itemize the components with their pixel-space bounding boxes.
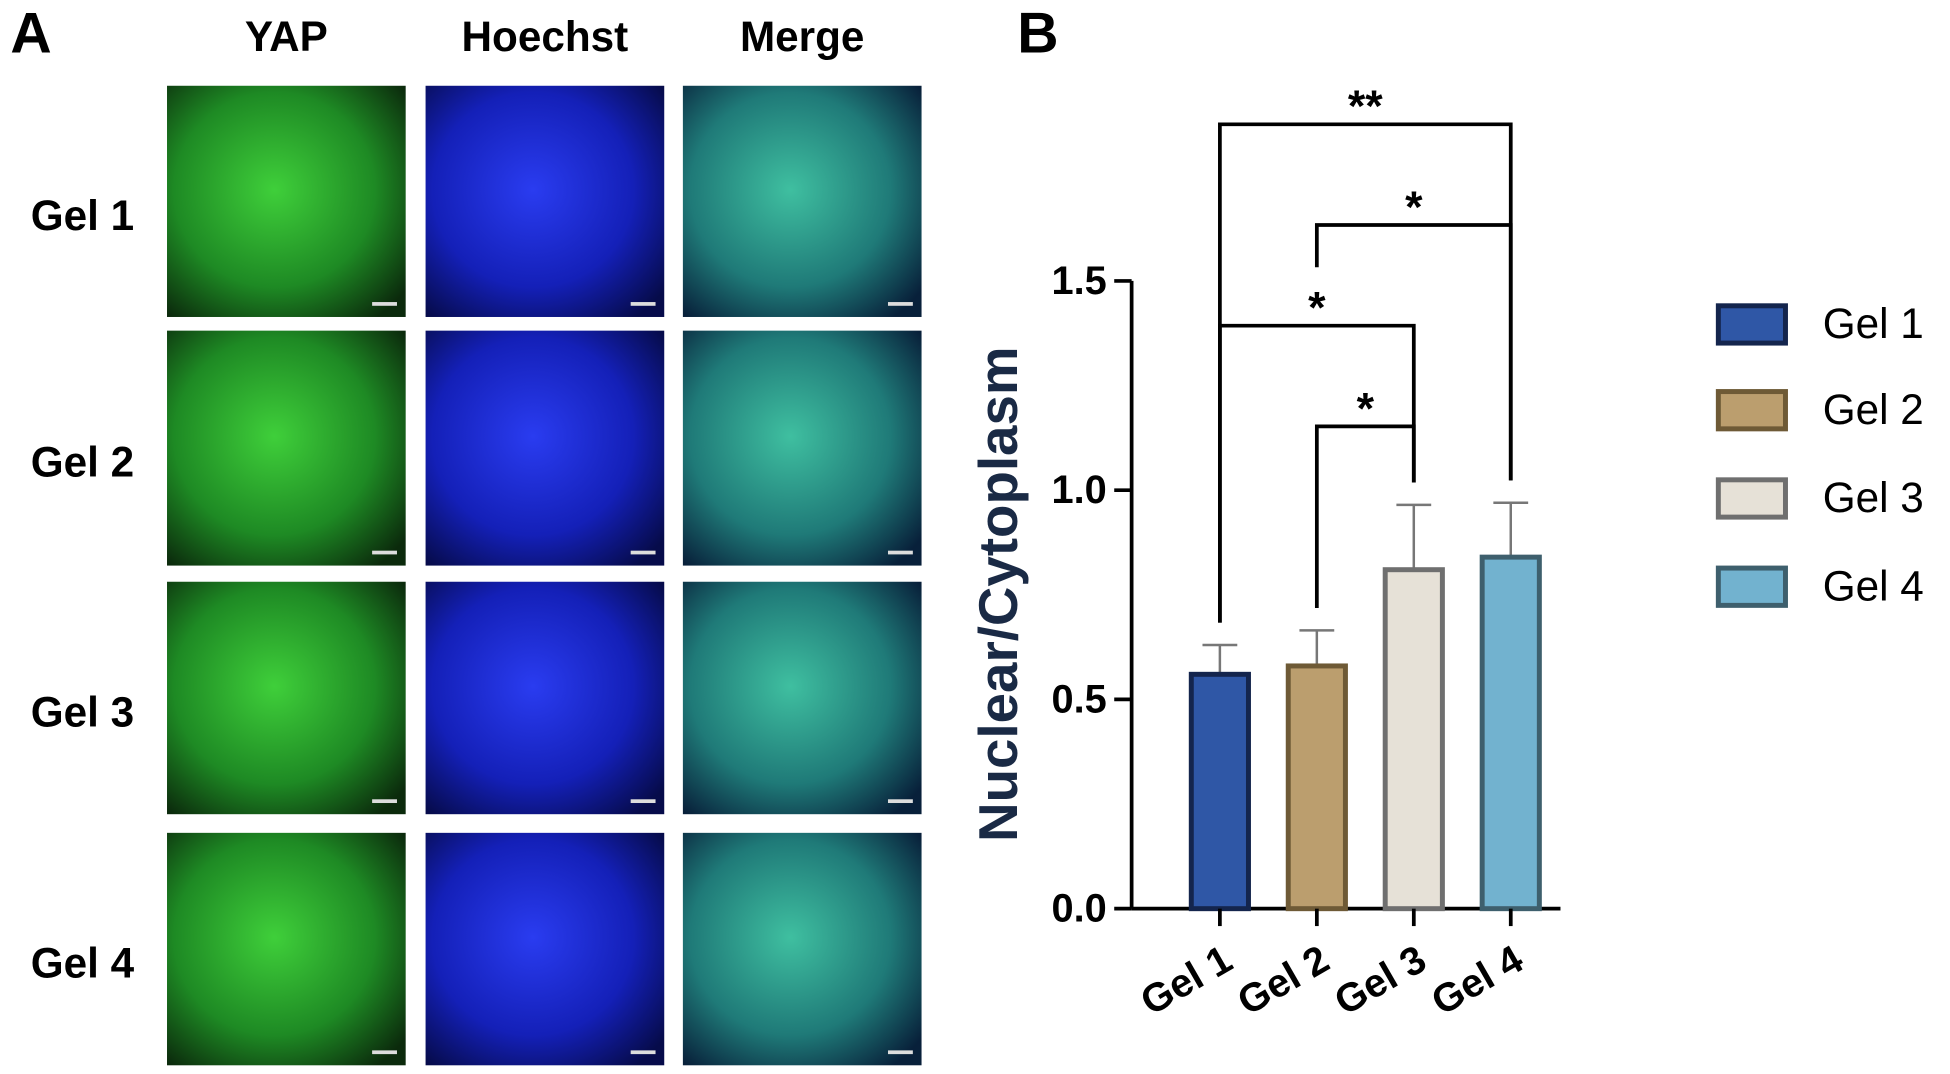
significance-bracket xyxy=(1218,122,1513,623)
legend-swatch xyxy=(1715,303,1788,346)
x-tick-label: Gel 3 xyxy=(1327,937,1433,1024)
significance-label: * xyxy=(1405,182,1423,232)
significance-bracket xyxy=(1218,323,1416,623)
row-label: Gel 3 xyxy=(31,689,134,736)
panel-letter: A xyxy=(10,1,51,65)
y-tick-label: 0.5 xyxy=(1051,677,1106,721)
significance-bracket xyxy=(1314,223,1513,481)
x-tick-label: Gel 4 xyxy=(1424,937,1530,1024)
micrograph xyxy=(167,85,406,317)
scale-bar xyxy=(887,799,913,804)
bar xyxy=(1382,567,1445,912)
column-header: Merge xyxy=(740,13,864,60)
column-header: YAP xyxy=(245,13,328,60)
legend-label: Gel 1 xyxy=(1823,300,1924,347)
legend-swatch xyxy=(1715,477,1788,520)
bar xyxy=(1285,663,1348,912)
significance-bracket xyxy=(1314,424,1416,608)
micrograph xyxy=(167,330,406,566)
micrograph xyxy=(682,832,922,1066)
scale-bar xyxy=(887,1050,913,1055)
scale-bar xyxy=(372,1050,397,1055)
x-tick-label: Gel 2 xyxy=(1230,937,1336,1024)
row-label: Gel 2 xyxy=(31,439,134,486)
micrograph xyxy=(425,832,665,1066)
significance-label: * xyxy=(1308,283,1326,333)
panel-letter: B xyxy=(1017,1,1058,65)
legend-swatch xyxy=(1715,565,1788,608)
legend-label: Gel 3 xyxy=(1823,474,1924,521)
scale-bar xyxy=(887,550,913,555)
scale-bar xyxy=(630,1050,656,1055)
legend-swatch xyxy=(1715,389,1788,432)
micrograph xyxy=(682,85,922,317)
micrograph xyxy=(167,832,406,1066)
y-tick-label: 0.0 xyxy=(1051,887,1106,931)
y-axis-label: Nuclear/Cytoplasm xyxy=(967,346,1029,841)
bar xyxy=(1188,671,1251,912)
micrograph xyxy=(425,330,665,566)
bar xyxy=(1479,554,1542,912)
scale-bar xyxy=(630,302,656,306)
y-tick-label: 1.5 xyxy=(1051,259,1106,303)
x-tick-label: Gel 1 xyxy=(1133,937,1239,1024)
row-label: Gel 1 xyxy=(31,192,134,239)
y-tick-label: 1.0 xyxy=(1051,468,1106,512)
scale-bar xyxy=(887,302,913,306)
row-label: Gel 4 xyxy=(31,940,135,987)
scale-bar xyxy=(372,302,397,306)
micrographs xyxy=(167,85,922,1066)
micrograph xyxy=(682,330,922,566)
significance-label: ** xyxy=(1348,81,1383,131)
micrograph xyxy=(167,581,406,815)
scale-bar xyxy=(372,799,397,804)
scale-bar xyxy=(630,799,656,804)
scale-bar xyxy=(630,550,656,555)
legend-label: Gel 2 xyxy=(1823,386,1924,433)
micrograph xyxy=(682,581,922,815)
scale-bar xyxy=(372,550,397,555)
significance-label: * xyxy=(1357,383,1375,433)
column-header: Hoechst xyxy=(462,13,629,60)
legend-label: Gel 4 xyxy=(1823,562,1924,609)
micrograph xyxy=(425,85,665,317)
micrograph xyxy=(425,581,665,815)
